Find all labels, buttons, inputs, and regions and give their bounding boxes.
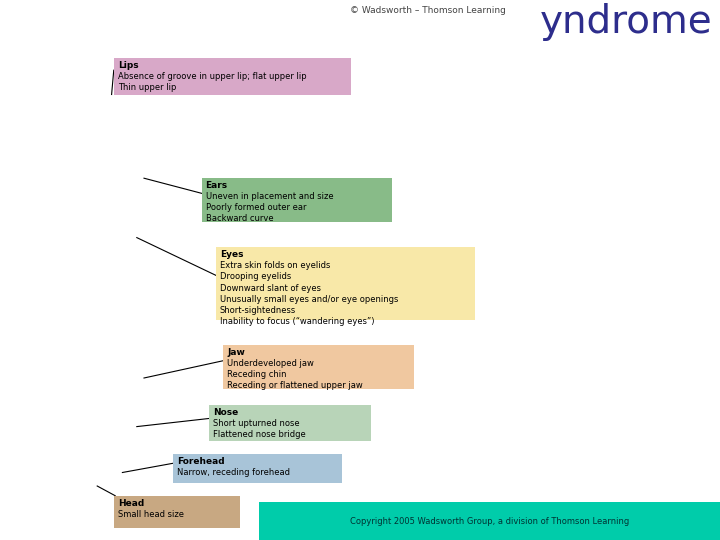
FancyBboxPatch shape <box>114 58 351 94</box>
Text: Ears: Ears <box>206 181 228 190</box>
Text: Nose: Nose <box>213 408 238 417</box>
Text: yndrome: yndrome <box>540 3 713 40</box>
Text: Head: Head <box>118 499 144 508</box>
FancyBboxPatch shape <box>216 247 475 320</box>
Text: Copyright 2005 Wadsworth Group, a division of Thomson Learning: Copyright 2005 Wadsworth Group, a divisi… <box>350 517 629 525</box>
FancyBboxPatch shape <box>223 345 414 389</box>
Text: Eyes: Eyes <box>220 251 243 259</box>
Text: Jaw: Jaw <box>228 348 245 356</box>
Text: Absence of groove in upper lip; flat upper lip
Thin upper lip: Absence of groove in upper lip; flat upp… <box>118 72 307 92</box>
Text: Uneven in placement and size
Poorly formed outer ear
Backward curve: Uneven in placement and size Poorly form… <box>206 192 333 224</box>
Text: Extra skin folds on eyelids
Drooping eyelids
Downward slant of eyes
Unusually sm: Extra skin folds on eyelids Drooping eye… <box>220 261 398 326</box>
Text: Lips: Lips <box>118 62 138 70</box>
Text: Forehead: Forehead <box>177 457 225 465</box>
Text: Small head size: Small head size <box>118 510 184 519</box>
Text: Underdeveloped jaw
Receding chin
Receding or flattened upper jaw: Underdeveloped jaw Receding chin Recedin… <box>228 359 363 390</box>
FancyBboxPatch shape <box>209 405 371 441</box>
Text: © Wadsworth – Thomson Learning: © Wadsworth – Thomson Learning <box>351 6 506 16</box>
FancyBboxPatch shape <box>259 502 720 540</box>
Text: Short upturned nose
Flattened nose bridge: Short upturned nose Flattened nose bridg… <box>213 419 305 439</box>
Text: Narrow, receding forehead: Narrow, receding forehead <box>177 468 289 477</box>
FancyBboxPatch shape <box>114 496 240 528</box>
FancyBboxPatch shape <box>202 178 392 222</box>
FancyBboxPatch shape <box>173 454 342 483</box>
